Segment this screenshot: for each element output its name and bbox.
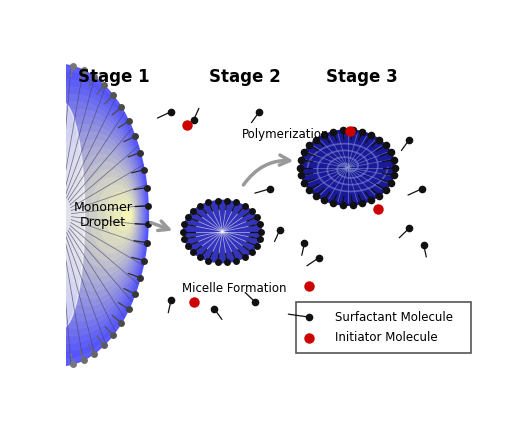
Ellipse shape xyxy=(0,87,146,343)
Ellipse shape xyxy=(90,177,135,253)
Ellipse shape xyxy=(122,207,131,223)
FancyBboxPatch shape xyxy=(296,302,471,353)
Ellipse shape xyxy=(98,185,134,245)
Ellipse shape xyxy=(41,132,140,298)
Ellipse shape xyxy=(16,109,143,321)
Ellipse shape xyxy=(183,200,261,263)
Ellipse shape xyxy=(33,124,141,306)
Ellipse shape xyxy=(0,95,145,336)
Ellipse shape xyxy=(65,155,138,276)
Text: Stage 1: Stage 1 xyxy=(78,67,149,86)
Ellipse shape xyxy=(0,64,148,366)
Ellipse shape xyxy=(301,130,395,205)
Text: Micelle Formation: Micelle Formation xyxy=(182,282,287,295)
Ellipse shape xyxy=(73,162,137,268)
Ellipse shape xyxy=(8,102,144,328)
Ellipse shape xyxy=(57,147,138,283)
Text: Surfactant Molecule: Surfactant Molecule xyxy=(335,311,453,323)
Ellipse shape xyxy=(49,140,139,291)
Ellipse shape xyxy=(0,72,147,358)
Text: Monomer
Droplet: Monomer Droplet xyxy=(74,201,132,229)
Text: Polymerization: Polymerization xyxy=(242,128,330,141)
Ellipse shape xyxy=(40,102,85,328)
Ellipse shape xyxy=(24,117,142,313)
Ellipse shape xyxy=(0,79,147,351)
Text: Stage 2: Stage 2 xyxy=(209,67,281,86)
Text: Stage 3: Stage 3 xyxy=(326,67,398,86)
Text: Initiator Molecule: Initiator Molecule xyxy=(335,331,438,345)
Ellipse shape xyxy=(114,200,132,230)
Ellipse shape xyxy=(82,170,136,260)
Ellipse shape xyxy=(106,193,133,238)
